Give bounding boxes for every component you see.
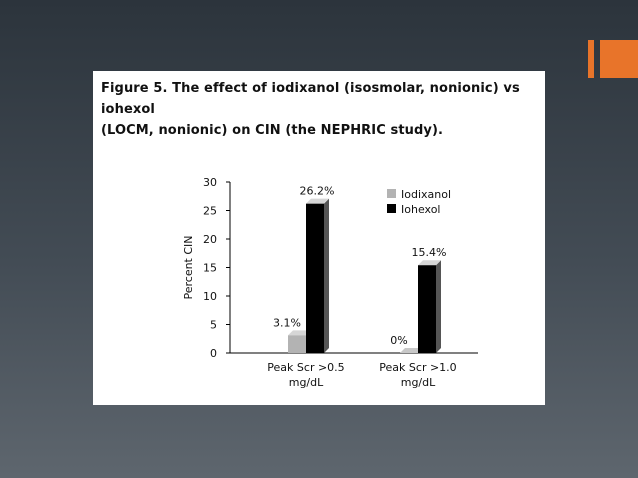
y-tick-label: 0 (210, 347, 217, 360)
bar-iohexol-2 (418, 265, 436, 353)
bar-top-face (288, 330, 311, 336)
bar-chart: 0 5 10 15 20 25 30 Percent CIN 3.1% 26.2% Peak Scr… (182, 176, 478, 389)
y-tick-label: 15 (203, 262, 217, 275)
bar-top-face (418, 260, 441, 266)
x-category-label: mg/dL (401, 376, 436, 389)
y-axis-title: Percent CIN (182, 235, 195, 299)
x-category-label: Peak Scr >1.0 (379, 361, 456, 374)
bar-side-face (436, 260, 441, 353)
data-label: 3.1% (273, 316, 301, 329)
bar-iodixanol-1 (288, 335, 306, 353)
y-tick-label: 30 (203, 176, 217, 189)
data-label: 15.4% (412, 246, 447, 259)
bar-iodixanol-2 (400, 348, 423, 353)
legend-swatch-iodixanol (387, 189, 396, 198)
legend-swatch-iohexol (387, 204, 396, 213)
y-tick-label: 10 (203, 290, 217, 303)
legend-label-iodixanol: Iodixanol (401, 188, 451, 201)
bar-side-face (324, 198, 329, 353)
y-tick-label: 25 (203, 205, 217, 218)
figure-panel: Figure 5. The effect of iodixanol (isosm… (93, 71, 545, 405)
x-category-label: mg/dL (289, 376, 324, 389)
figure-caption: Figure 5. The effect of iodixanol (isosm… (101, 78, 541, 141)
caption-line-1: Figure 5. The effect of iodixanol (isosm… (101, 81, 520, 117)
x-category-label: Peak Scr >0.5 (267, 361, 344, 374)
data-label: 0% (390, 334, 407, 347)
accent-bar-block (600, 40, 638, 78)
legend-label-iohexol: Iohexol (401, 203, 440, 216)
accent-bar-thin (588, 40, 594, 78)
bar-iohexol-1 (306, 203, 324, 353)
data-label: 26.2% (300, 185, 335, 198)
y-tick-label: 5 (210, 319, 217, 332)
caption-line-2: (LOCM, nonionic) on CIN (the NEPHRIC stu… (101, 123, 444, 138)
y-tick-label: 20 (203, 233, 217, 246)
bar-top-face (306, 198, 329, 204)
